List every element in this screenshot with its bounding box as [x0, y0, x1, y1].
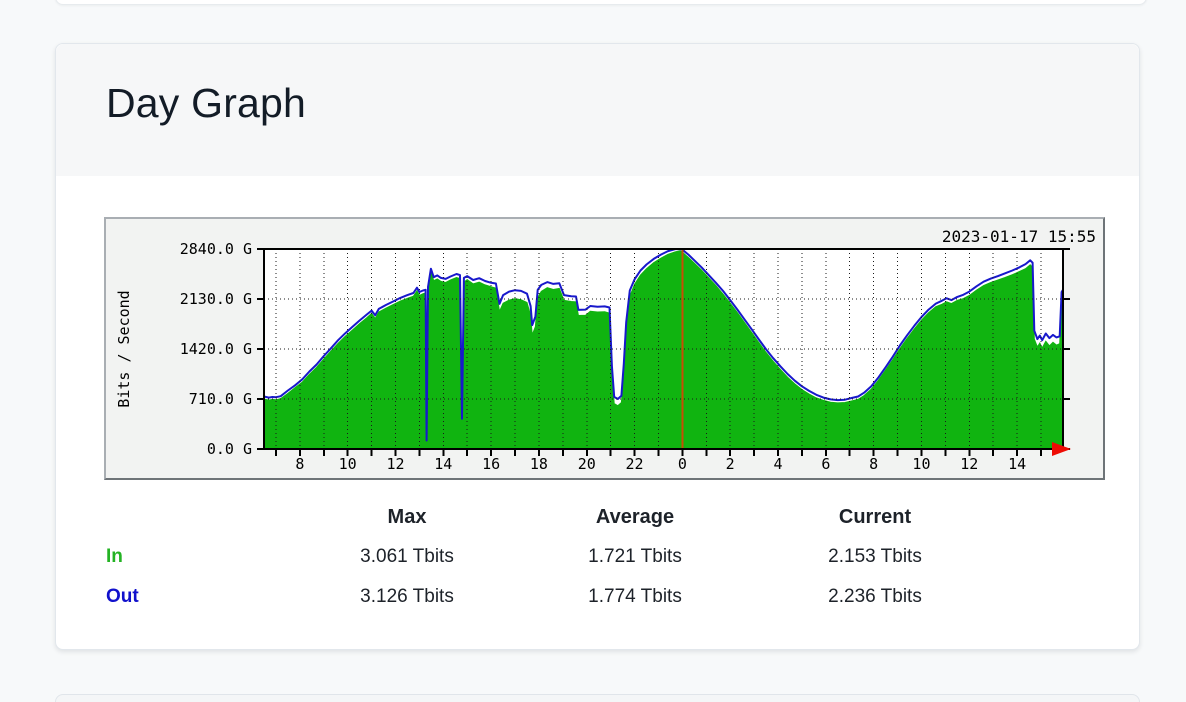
- svg-text:12: 12: [386, 455, 404, 473]
- svg-text:710.0 G: 710.0 G: [189, 390, 252, 408]
- day-graph-card: Day Graph 8 10 12 14 16 18 20 22 0 2 4 6 8 10 12 14 0.0 …: [55, 43, 1140, 650]
- svg-text:6: 6: [821, 455, 830, 473]
- svg-text:10: 10: [339, 455, 357, 473]
- svg-text:2023-01-17 15:55: 2023-01-17 15:55: [942, 227, 1096, 246]
- svg-text:18: 18: [530, 455, 548, 473]
- svg-text:12: 12: [960, 455, 978, 473]
- stats-col-average: Average: [595, 505, 675, 528]
- svg-text:0: 0: [678, 455, 687, 473]
- stats-label-in: In: [106, 546, 123, 567]
- svg-text:2130.0 G: 2130.0 G: [180, 290, 252, 308]
- svg-text:22: 22: [626, 455, 644, 473]
- stats-in-current: 2.153 Tbits: [828, 546, 922, 567]
- svg-text:14: 14: [434, 455, 452, 473]
- page-title: Day Graph: [106, 80, 307, 126]
- svg-text:8: 8: [295, 455, 304, 473]
- svg-text:8: 8: [869, 455, 878, 473]
- card-body: 8 10 12 14 16 18 20 22 0 2 4 6 8 10 12 14 0.0 G 710.0 G 14…: [56, 176, 1139, 617]
- next-card-fragment: [55, 694, 1140, 702]
- stats-col-current: Current: [838, 505, 912, 528]
- stats-out-max: 3.126 Tbits: [360, 586, 454, 607]
- stats-out-current: 2.236 Tbits: [828, 586, 922, 607]
- svg-text:2: 2: [726, 455, 735, 473]
- svg-text:1420.0 G: 1420.0 G: [180, 340, 252, 358]
- stats-col-max: Max: [387, 505, 427, 528]
- stats-out-average: 1.774 Tbits: [588, 586, 682, 607]
- stats-in-max: 3.061 Tbits: [360, 546, 454, 567]
- svg-text:20: 20: [578, 455, 596, 473]
- svg-text:10: 10: [912, 455, 930, 473]
- traffic-graph-image: 8 10 12 14 16 18 20 22 0 2 4 6 8 10 12 14 0.0 G 710.0 G 14…: [104, 217, 1105, 480]
- card-header: Day Graph: [56, 44, 1139, 176]
- stats-in-average: 1.721 Tbits: [588, 546, 682, 567]
- svg-text:16: 16: [482, 455, 500, 473]
- previous-card-fragment: [55, 0, 1147, 5]
- svg-text:4: 4: [774, 455, 783, 473]
- traffic-stats-table: Max Average Current In 3.061 Tbits 1.721…: [104, 497, 1139, 617]
- stats-label-out: Out: [106, 586, 139, 607]
- day-traffic-chart: 8 10 12 14 16 18 20 22 0 2 4 6 8 10 12 14 0.0 G 710.0 G 14…: [106, 219, 1103, 478]
- svg-text:0.0 G: 0.0 G: [207, 440, 252, 458]
- svg-text:2840.0 G: 2840.0 G: [180, 240, 252, 258]
- svg-text:Bits / Second: Bits / Second: [115, 290, 133, 407]
- svg-text:14: 14: [1008, 455, 1026, 473]
